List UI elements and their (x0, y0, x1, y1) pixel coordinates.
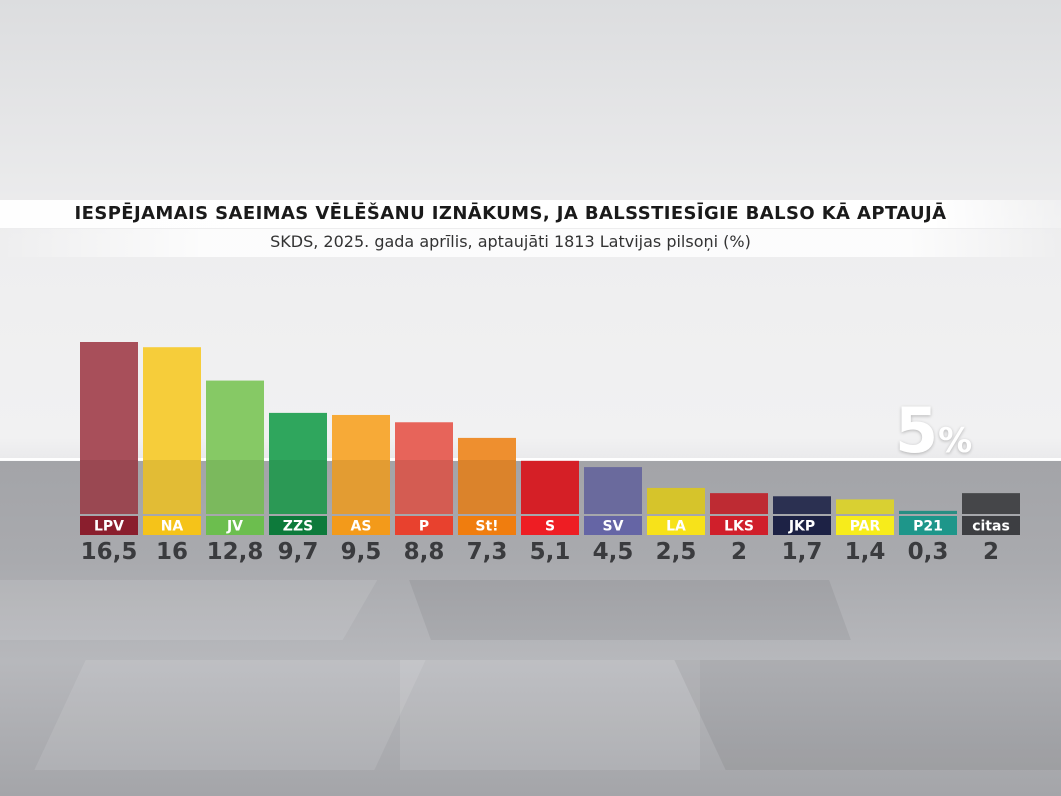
bar-group-p: P 8,8 (395, 422, 453, 565)
bar (332, 414, 390, 514)
bar-group-jkp: JKP 1,7 (773, 496, 831, 565)
threshold-unit: % (938, 421, 973, 461)
bar-label-bg (332, 516, 390, 535)
bar-shade (962, 493, 1020, 514)
category-label: P21 (913, 519, 943, 535)
value-label: 16 (156, 539, 188, 565)
title-band (0, 200, 1061, 228)
bar-label-bg (710, 516, 768, 535)
bar-shade (269, 460, 327, 514)
chart-title: IESPĒJAMAIS SAEIMAS VĒLĒŠANU IZNĀKUMS, J… (74, 203, 947, 224)
bar-shade (710, 493, 768, 514)
bar (395, 422, 453, 514)
bar (521, 460, 579, 514)
bar-shade (332, 460, 390, 514)
threshold-number: 5 (895, 394, 939, 467)
bar-group-citas: citas 2 (962, 493, 1020, 565)
bar (458, 437, 516, 514)
bar-label-bg (143, 516, 201, 535)
bar-group-st: St! 7,3 (458, 437, 516, 565)
threshold-label: 5% (895, 400, 972, 462)
value-label: 1,4 (845, 539, 886, 565)
bar-group-as: AS 9,5 (332, 414, 390, 565)
bar (899, 510, 957, 514)
bar-label-bg (395, 516, 453, 535)
category-label: P (419, 519, 429, 535)
category-label: S (545, 519, 555, 535)
value-label: 1,7 (782, 539, 823, 565)
bar-shade (521, 460, 579, 514)
bar-label-bg (647, 516, 705, 535)
bar-label-bg (836, 516, 894, 535)
bar (143, 347, 201, 514)
bar-label-bg (773, 516, 831, 535)
bar (269, 412, 327, 514)
category-label: PAR (850, 519, 881, 535)
bar-group-par: PAR 1,4 (836, 499, 894, 565)
bar-group-la: LA 2,5 (647, 487, 705, 565)
category-label: LA (666, 519, 686, 535)
bar-shade (773, 496, 831, 514)
bar-label-bg (269, 516, 327, 535)
category-label: LKS (724, 519, 754, 535)
bar-shade (584, 467, 642, 514)
value-label: 2 (983, 539, 999, 565)
value-label: 4,5 (593, 539, 634, 565)
bar-group-zzs: ZZS 9,7 (269, 412, 327, 565)
value-label: 7,3 (467, 539, 508, 565)
value-label: 5,1 (530, 539, 571, 565)
bar (647, 487, 705, 514)
category-label: SV (603, 519, 624, 535)
bar-shade (395, 460, 453, 514)
value-label: 12,8 (207, 539, 264, 565)
bar-label-bg (521, 516, 579, 535)
bar-shade (143, 460, 201, 514)
value-label: 2 (731, 539, 747, 565)
category-label: JV (226, 519, 243, 535)
floor-horizon-line (0, 458, 1061, 461)
bar (773, 496, 831, 514)
category-label: citas (972, 519, 1010, 535)
subtitle-band (0, 229, 1061, 257)
bar-label-bg (80, 516, 138, 535)
bar (962, 493, 1020, 514)
value-label: 2,5 (656, 539, 697, 565)
bar-group-lks: LKS 2 (710, 493, 768, 565)
value-label: 0,3 (908, 539, 949, 565)
bar (710, 493, 768, 514)
bar-shade (206, 460, 264, 514)
bar-shade (647, 487, 705, 514)
bar-shade (899, 510, 957, 514)
bar-group-sv: SV 4,5 (584, 467, 642, 565)
value-label: 9,7 (278, 539, 319, 565)
bar-shade (836, 499, 894, 514)
category-label: NA (161, 519, 184, 535)
bar-group-na: NA 16 (143, 347, 201, 565)
bar-shade (458, 460, 516, 514)
category-label: St! (475, 519, 498, 535)
bar-label-bg (899, 516, 957, 535)
bar-label-bg (962, 516, 1020, 535)
bar-label-bg (584, 516, 642, 535)
category-label: AS (351, 519, 372, 535)
bar-label-bg (458, 516, 516, 535)
bar-group-s: S 5,1 (521, 460, 579, 565)
category-label: LPV (94, 519, 124, 535)
bar-group-jv: JV 12,8 (206, 380, 264, 565)
value-label: 8,8 (404, 539, 445, 565)
category-label: ZZS (283, 519, 313, 535)
chart-subtitle: SKDS, 2025. gada aprīlis, aptaujāti 1813… (270, 232, 751, 251)
bar-label-bg (206, 516, 264, 535)
bar (584, 467, 642, 514)
bar (206, 380, 264, 514)
bar (80, 342, 138, 514)
bar (836, 499, 894, 514)
bar-group-lpv: LPV 16,5 (80, 342, 138, 565)
value-label: 16,5 (81, 539, 138, 565)
value-label: 9,5 (341, 539, 382, 565)
bar-shade (80, 460, 138, 514)
category-label: JKP (788, 519, 815, 535)
